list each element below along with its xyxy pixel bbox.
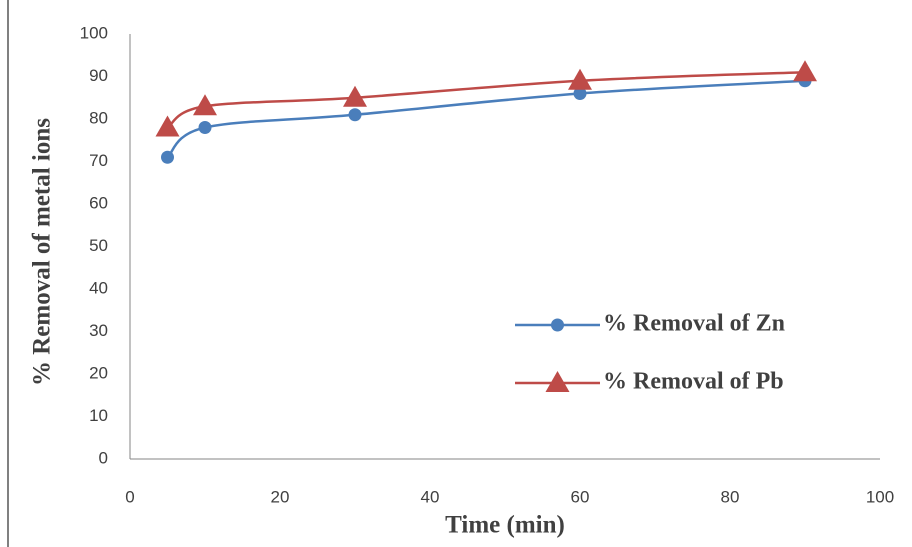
marker-circle	[161, 150, 174, 164]
x-tick-label: 100	[866, 487, 894, 506]
x-axis-title: Time (min)	[445, 512, 565, 539]
marker-circle	[198, 121, 212, 134]
y-tick-label: 80	[89, 108, 108, 127]
marker-circle	[573, 87, 587, 100]
y-tick-label: 50	[89, 236, 108, 255]
marker-triangle	[568, 68, 592, 90]
legend-label: % Removal of Zn	[603, 311, 785, 337]
y-tick-label: 90	[89, 66, 108, 85]
y-tick-label: 60	[89, 193, 108, 212]
marker-circle	[348, 108, 362, 122]
x-tick-label: 60	[571, 487, 590, 506]
y-tick-label: 30	[89, 321, 108, 340]
marker-triangle	[193, 94, 217, 116]
x-tick-label: 0	[125, 487, 134, 506]
marker-triangle	[343, 85, 367, 107]
x-tick-label: 40	[421, 487, 440, 506]
x-tick-label: 80	[721, 487, 740, 506]
marker-triangle	[793, 60, 817, 82]
y-tick-label: 20	[89, 363, 108, 382]
y-tick-label: 100	[80, 23, 108, 42]
y-axis-title: % Removal of metal ions	[29, 118, 56, 386]
series-line	[166, 79, 806, 159]
legend-label: % Removal of Pb	[603, 369, 784, 395]
legend-marker	[545, 371, 570, 392]
x-tick-label: 20	[271, 487, 290, 506]
y-tick-label: 10	[89, 406, 108, 425]
y-tick-label: 40	[89, 278, 108, 297]
marker-triangle	[155, 115, 180, 137]
y-tick-label: 70	[89, 151, 108, 170]
y-tick-label: 0	[99, 448, 108, 467]
legend-marker	[551, 318, 564, 332]
series-line	[166, 71, 806, 129]
